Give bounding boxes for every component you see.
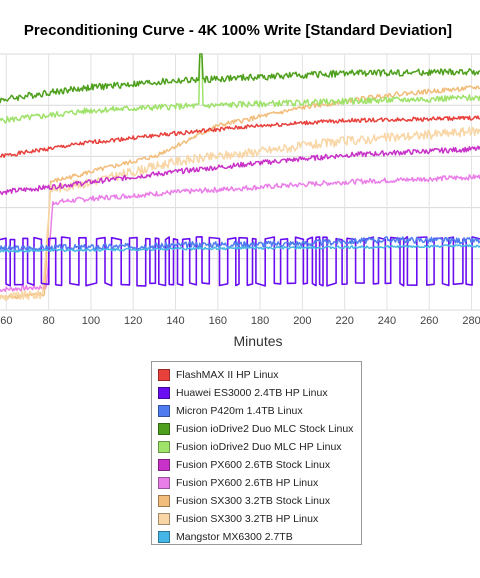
chart-canvas: Preconditioning Curve - 4K 100% Write [S… bbox=[0, 22, 480, 349]
legend-label: Fusion ioDrive2 Duo MLC HP Linux bbox=[176, 441, 342, 453]
legend-item[interactable]: Fusion SX300 3.2TB Stock Linux bbox=[158, 492, 361, 510]
legend-label: Micron P420m 1.4TB Linux bbox=[176, 405, 303, 417]
legend-label: FlashMAX II HP Linux bbox=[176, 369, 279, 381]
legend-swatch bbox=[158, 387, 170, 399]
legend-item[interactable]: Huawei ES3000 2.4TB HP Linux bbox=[158, 384, 361, 402]
legend-swatch bbox=[158, 477, 170, 489]
legend-item[interactable]: Fusion PX600 2.6TB Stock Linux bbox=[158, 456, 361, 474]
legend-label: Fusion SX300 3.2TB HP Linux bbox=[176, 513, 319, 525]
chart-legend: FlashMAX II HP Linux Huawei ES3000 2.4TB … bbox=[151, 361, 362, 545]
series-line-6 bbox=[0, 145, 480, 196]
legend-item[interactable]: Fusion PX600 2.6TB HP Linux bbox=[158, 474, 361, 492]
x-tick-label: 220 bbox=[335, 315, 353, 327]
legend-swatch bbox=[158, 495, 170, 507]
legend-item[interactable]: FlashMAX II HP Linux bbox=[158, 366, 361, 384]
legend-item[interactable]: Mangstor MX6300 2.7TB bbox=[158, 528, 361, 546]
x-tick-label: 280 bbox=[462, 315, 480, 327]
legend-label: Huawei ES3000 2.4TB HP Linux bbox=[176, 387, 328, 399]
legend-swatch bbox=[158, 369, 170, 381]
series-line-9 bbox=[0, 126, 480, 301]
x-tick-label: 60 bbox=[0, 315, 12, 327]
legend-label: Fusion ioDrive2 Duo MLC Stock Linux bbox=[176, 423, 354, 435]
x-tick-label: 200 bbox=[293, 315, 311, 327]
chart-series bbox=[0, 53, 480, 301]
legend-swatch bbox=[158, 459, 170, 471]
series-line-3 bbox=[0, 236, 480, 253]
legend-item[interactable]: Fusion SX300 3.2TB HP Linux bbox=[158, 510, 361, 528]
series-line-4 bbox=[0, 53, 480, 104]
legend-label: Fusion PX600 2.6TB HP Linux bbox=[176, 477, 319, 489]
x-axis-ticks: 60 80 100 120 140 160 180 200 220 240 260 280 bbox=[0, 315, 480, 327]
legend-item[interactable]: Fusion ioDrive2 Duo MLC HP Linux bbox=[158, 438, 361, 456]
x-tick-label: 260 bbox=[420, 315, 438, 327]
series-line-5 bbox=[0, 55, 480, 124]
x-tick-label: 140 bbox=[166, 315, 184, 327]
x-axis-label: Minutes bbox=[233, 333, 282, 349]
x-tick-label: 100 bbox=[82, 315, 100, 327]
x-tick-label: 160 bbox=[209, 315, 227, 327]
legend-swatch bbox=[158, 423, 170, 435]
legend-swatch bbox=[158, 531, 170, 543]
x-tick-label: 80 bbox=[43, 315, 55, 327]
legend-swatch bbox=[158, 405, 170, 417]
legend-label: Mangstor MX6300 2.7TB bbox=[176, 531, 293, 543]
legend-swatch bbox=[158, 441, 170, 453]
series-line-10 bbox=[0, 244, 480, 253]
chart-grid bbox=[0, 53, 480, 311]
legend-swatch bbox=[158, 513, 170, 525]
legend-item[interactable]: Fusion ioDrive2 Duo MLC Stock Linux bbox=[158, 420, 361, 438]
legend-item[interactable]: Micron P420m 1.4TB Linux bbox=[158, 402, 361, 420]
x-tick-label: 180 bbox=[251, 315, 269, 327]
x-tick-label: 240 bbox=[378, 315, 396, 327]
series-line-1 bbox=[0, 115, 480, 159]
legend-label: Fusion PX600 2.6TB Stock Linux bbox=[176, 459, 331, 471]
legend-label: Fusion SX300 3.2TB Stock Linux bbox=[176, 495, 331, 507]
series-line-7 bbox=[0, 174, 480, 293]
x-tick-label: 120 bbox=[124, 315, 142, 327]
series-line-8 bbox=[0, 85, 480, 300]
chart-title: Preconditioning Curve - 4K 100% Write [S… bbox=[24, 22, 452, 39]
